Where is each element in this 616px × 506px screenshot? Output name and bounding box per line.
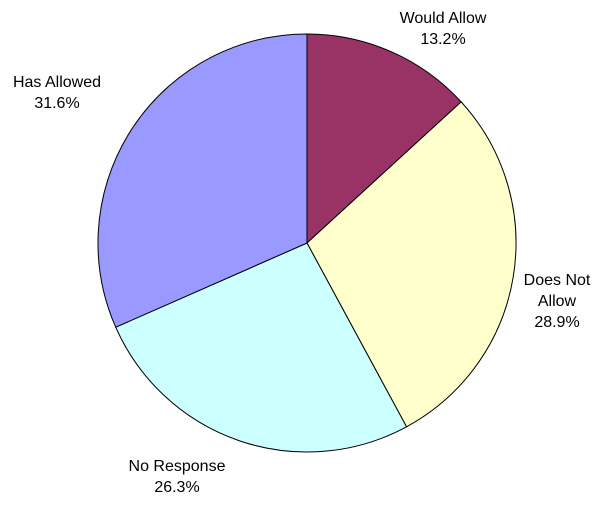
slice-name-label: No Response	[129, 458, 226, 475]
pie-slice-would-allow	[306, 33, 462, 245]
slice-name-label: Does Not	[524, 272, 591, 289]
slice-value-label: 13.2%	[420, 31, 465, 48]
slice-value-label: 28.9%	[534, 314, 579, 331]
slice-label-no-response: No Response 26.3%	[129, 458, 226, 496]
slice-name-label: Allow	[538, 293, 577, 310]
slice-label-would-allow: Would Allow 13.2%	[400, 10, 487, 48]
slice-name-label: Has Allowed	[13, 74, 101, 91]
pie-slice-does-not-allow	[306, 101, 517, 428]
slices-layer	[97, 33, 517, 453]
slice-label-has-allowed: Has Allowed 31.6%	[13, 74, 101, 112]
slice-name-label: Would Allow	[400, 10, 487, 27]
pie-slice-has-allowed	[97, 33, 308, 328]
slice-label-does-not-allow: Does Not Allow 28.9%	[524, 272, 591, 331]
slice-value-label: 31.6%	[34, 95, 79, 112]
labels-layer: Would Allow 13.2% Does Not Allow 28.9% No Res…	[13, 10, 591, 496]
slice-value-label: 26.3%	[154, 479, 199, 496]
